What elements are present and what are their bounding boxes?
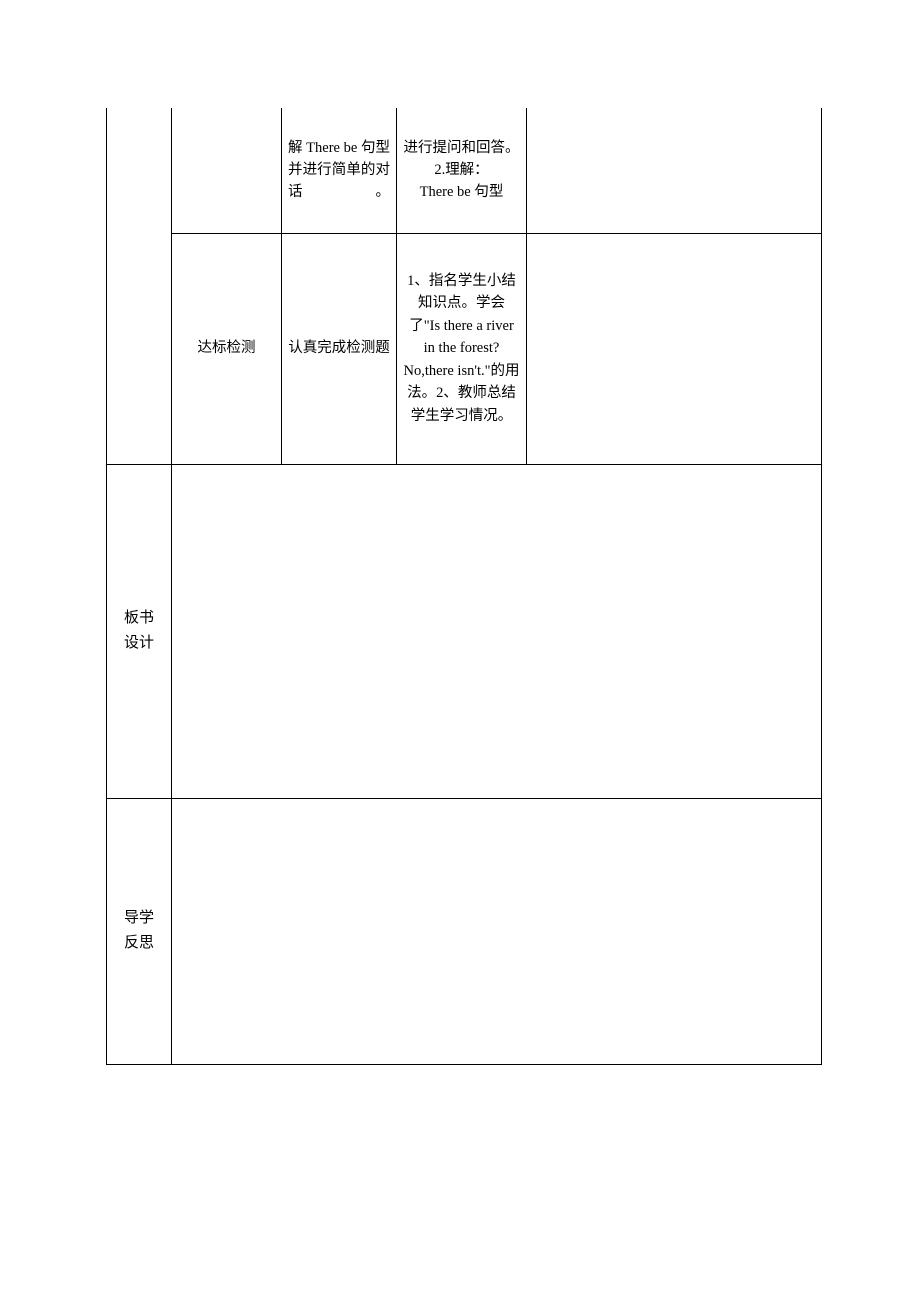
lesson-plan-table: 解 There be 句型并进行简单的对话。 进行提问和回答。2.理解：Ther… xyxy=(106,108,822,1065)
cell-notes xyxy=(527,108,822,233)
cell-section-label-reflection: 导学反思 xyxy=(107,798,172,1064)
text-content: 1、指名学生小结知识点。学会了"Is there a river in the … xyxy=(403,273,519,424)
table-row: 达标检测 认真完成检测题 1、指名学生小结知识点。学会了"Is there a … xyxy=(107,233,822,464)
text-content: 解 There be 句型并进行简单的对话。 xyxy=(288,140,390,201)
cell-teacher-activity: 认真完成检测题 xyxy=(282,233,397,464)
text-content: 进行提问和回答。2.理解：There be 句型 xyxy=(404,140,520,201)
table-row: 解 There be 句型并进行简单的对话。 进行提问和回答。2.理解：Ther… xyxy=(107,108,822,233)
cell-section-label xyxy=(107,108,172,464)
label-line2: 反思 xyxy=(124,935,154,951)
table-row: 导学反思 xyxy=(107,798,822,1064)
cell-board-design-content xyxy=(172,464,822,798)
label-line1: 板书 xyxy=(124,610,154,626)
cell-student-activity: 1、指名学生小结知识点。学会了"Is there a river in the … xyxy=(397,233,527,464)
cell-activity: 达标检测 xyxy=(172,233,282,464)
table-row: 板书设计 xyxy=(107,464,822,798)
cell-student-activity: 进行提问和回答。2.理解：There be 句型 xyxy=(397,108,527,233)
cell-reflection-content xyxy=(172,798,822,1064)
label-line1: 导学 xyxy=(124,910,154,926)
cell-activity xyxy=(172,108,282,233)
cell-section-label-board: 板书设计 xyxy=(107,464,172,798)
cell-notes xyxy=(527,233,822,464)
label-line2: 设计 xyxy=(124,635,154,651)
cell-teacher-activity: 解 There be 句型并进行简单的对话。 xyxy=(282,108,397,233)
